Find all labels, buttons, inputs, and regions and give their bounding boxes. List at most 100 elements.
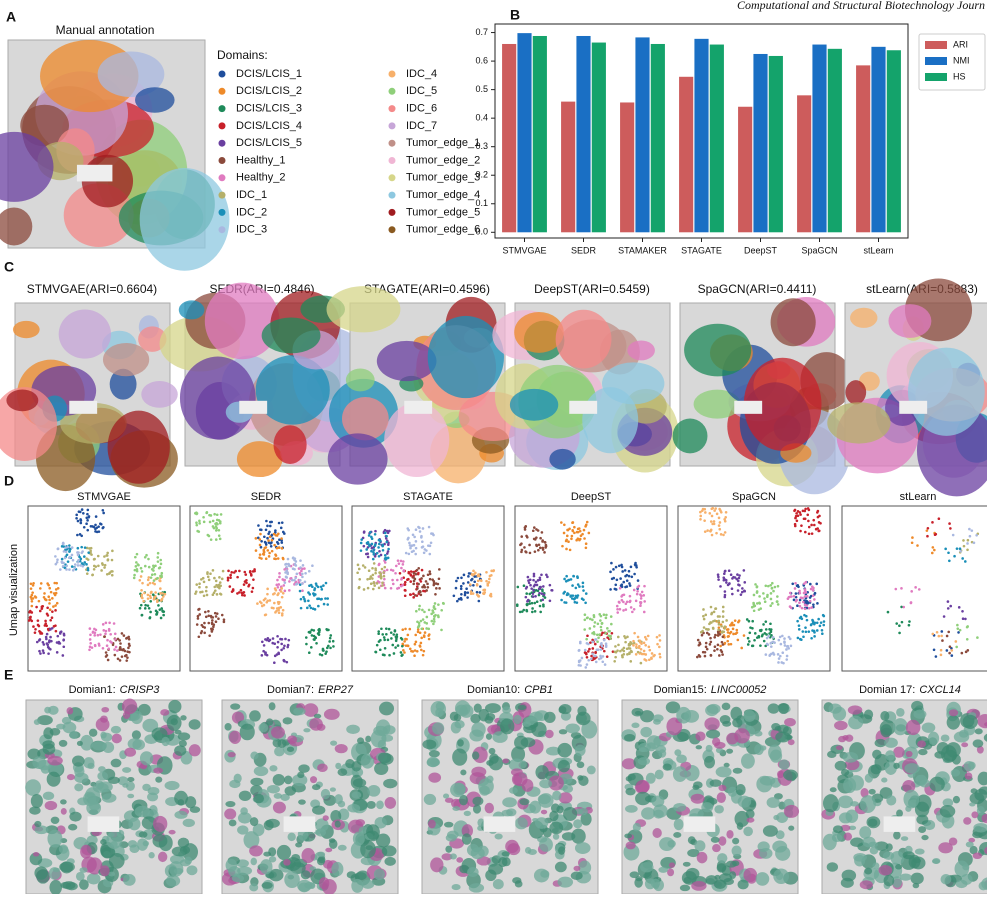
umap-point xyxy=(747,643,750,646)
legend-dot xyxy=(219,140,226,147)
umap-point xyxy=(431,620,434,623)
umap-point xyxy=(741,591,744,594)
umap-point xyxy=(136,553,139,556)
umap-point xyxy=(610,615,613,618)
tissue-region xyxy=(577,761,585,768)
legend-label: IDC_4 xyxy=(406,68,437,80)
umap-point xyxy=(926,529,929,532)
umap-point xyxy=(218,576,221,579)
umap-point xyxy=(215,580,218,583)
umap-point xyxy=(428,638,431,641)
umap-point xyxy=(105,630,108,633)
umap-point xyxy=(67,560,70,563)
umap-point xyxy=(563,601,566,604)
umap-point xyxy=(938,635,941,638)
tissue-region xyxy=(47,830,62,848)
umap-point xyxy=(374,651,377,654)
umap-point xyxy=(716,648,719,651)
umap-point xyxy=(724,520,727,523)
umap-point xyxy=(63,633,66,636)
umap-point xyxy=(259,544,262,547)
umap-point xyxy=(632,644,635,647)
tissue-region xyxy=(69,812,81,822)
umap-point xyxy=(722,534,725,537)
umap-point xyxy=(718,626,721,629)
umap-point xyxy=(426,616,429,619)
legend-label: DCIS/LCIS_4 xyxy=(236,120,302,132)
tissue-region xyxy=(298,764,309,772)
umap-point xyxy=(636,590,639,593)
bar xyxy=(856,65,870,232)
tissue-region xyxy=(673,803,686,812)
tissue-region xyxy=(885,750,895,761)
tissue-region xyxy=(865,773,873,782)
legend-label: Tumor_edge_1 xyxy=(406,137,480,149)
tissue-region xyxy=(746,817,754,822)
umap-point xyxy=(91,574,94,577)
umap-point xyxy=(421,609,424,612)
panel-title: Domian1:CRISP3 xyxy=(69,684,161,696)
tissue-region xyxy=(683,862,691,867)
tissue-region xyxy=(502,851,510,856)
umap-point xyxy=(77,520,80,523)
umap-point xyxy=(821,629,824,632)
umap-point xyxy=(538,543,541,546)
umap-point xyxy=(284,571,287,574)
umap-point xyxy=(563,532,566,535)
umap-point xyxy=(614,645,617,648)
umap-point xyxy=(119,659,122,662)
umap-point xyxy=(428,633,431,636)
umap-point xyxy=(370,582,373,585)
umap-point xyxy=(315,584,318,587)
umap-point xyxy=(386,552,389,555)
umap-point xyxy=(64,557,67,560)
umap-point xyxy=(721,641,724,644)
umap-point xyxy=(154,595,157,598)
legend-dot xyxy=(389,105,396,112)
umap-point xyxy=(817,510,820,513)
tissue-region xyxy=(486,760,493,766)
umap-point xyxy=(595,638,598,641)
tissue-region xyxy=(767,797,780,808)
tissue-region xyxy=(732,846,742,857)
umap-point xyxy=(804,626,807,629)
umap-point xyxy=(249,571,252,574)
umap-point xyxy=(621,599,624,602)
umap-point xyxy=(63,550,66,553)
umap-point xyxy=(102,623,105,626)
tissue-region xyxy=(553,833,559,839)
tissue-region xyxy=(555,862,567,873)
umap-point xyxy=(263,547,266,550)
gene-name: CRISP3 xyxy=(120,684,161,696)
tissue-region xyxy=(429,750,440,757)
umap-point xyxy=(147,558,150,561)
umap-point xyxy=(311,564,314,567)
umap-point xyxy=(740,593,743,596)
umap-point xyxy=(65,564,68,567)
tissue-region xyxy=(893,763,899,769)
umap-point xyxy=(456,600,459,603)
umap-point xyxy=(743,569,746,572)
umap-point xyxy=(730,622,733,625)
legend-label: Healthy_1 xyxy=(236,154,286,166)
umap-point xyxy=(781,651,784,654)
umap-point xyxy=(293,579,296,582)
tissue-region xyxy=(973,853,982,860)
umap-point xyxy=(703,508,706,511)
umap-point xyxy=(532,595,535,598)
umap-point xyxy=(223,621,226,624)
umap-point xyxy=(603,639,606,642)
umap-point xyxy=(725,511,728,514)
tissue-region xyxy=(178,838,189,848)
umap-point xyxy=(908,620,911,623)
umap-point xyxy=(565,548,568,551)
umap-point xyxy=(724,590,727,593)
umap-point xyxy=(420,620,423,623)
figure: Computational and Structural Biotechnolo… xyxy=(0,0,987,894)
legend-dot xyxy=(219,105,226,112)
umap-point xyxy=(566,529,569,532)
umap-point xyxy=(158,579,161,582)
umap-point xyxy=(902,606,905,609)
umap-point xyxy=(159,587,162,590)
umap-point xyxy=(473,580,476,583)
